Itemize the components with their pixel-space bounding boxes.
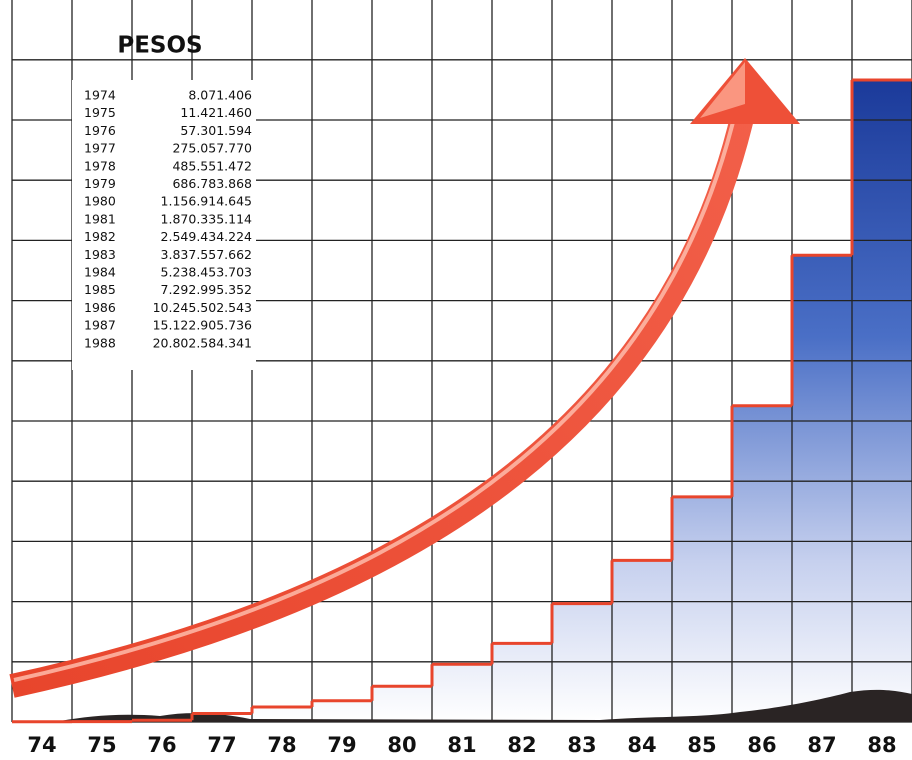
table-value: 10.245.502.543 (153, 300, 252, 315)
x-tick-label: 77 (207, 733, 236, 757)
table-year: 1988 (84, 335, 116, 350)
x-tick-label: 78 (267, 733, 296, 757)
table-year: 1985 (84, 282, 116, 297)
step-bar (672, 496, 732, 722)
table-value: 686.783.868 (172, 176, 252, 191)
step-bar (552, 603, 612, 722)
step-bar (252, 707, 312, 722)
table-year: 1984 (84, 265, 116, 280)
x-axis: 74 75 76 77 78 79 80 81 82 83 84 85 86 87 88 (27, 733, 896, 757)
x-tick-label: 79 (327, 733, 356, 757)
arrow-highlight (13, 117, 736, 682)
x-tick-label: 88 (867, 733, 896, 757)
table-value: 15.122.905.736 (153, 318, 252, 333)
step-bar (432, 664, 492, 722)
table-year: 1981 (84, 211, 116, 226)
x-tick-label: 80 (387, 733, 416, 757)
table-year: 1975 (84, 105, 116, 120)
table-value: 20.802.584.341 (153, 335, 252, 350)
table-value: 1.156.914.645 (161, 194, 252, 209)
x-tick-label: 74 (27, 733, 56, 757)
table-year: 1982 (84, 229, 116, 244)
step-bar (372, 686, 432, 722)
x-tick-label: 87 (807, 733, 836, 757)
table-year: 1974 (84, 88, 116, 103)
x-tick-label: 85 (687, 733, 716, 757)
table-value: 1.870.335.114 (161, 211, 252, 226)
step-outline (12, 78, 912, 724)
x-tick-label: 86 (747, 733, 776, 757)
table-value: 5.238.453.703 (161, 265, 252, 280)
step-bar (612, 560, 672, 722)
table-value: 3.837.557.662 (161, 247, 252, 262)
table-year: 1976 (84, 123, 116, 138)
table-year: 1986 (84, 300, 116, 315)
table-year: 1979 (84, 176, 116, 191)
table-value: 11.421.460 (180, 105, 252, 120)
step-bar (792, 255, 852, 722)
table-background (72, 80, 256, 370)
step-bar (312, 700, 372, 722)
arrow-head-highlight (700, 62, 745, 118)
steps (12, 80, 912, 722)
table-year: 1983 (84, 247, 116, 262)
table-value: 7.292.995.352 (161, 282, 252, 297)
table-value: 2.549.434.224 (161, 229, 252, 244)
table-title: PESOS (117, 33, 202, 59)
table-value: 485.551.472 (172, 158, 252, 173)
step-bar (852, 80, 912, 722)
x-tick-label: 83 (567, 733, 596, 757)
value-table: 1974 8.071.406 1975 11.421.460 1976 57.301.59… (84, 88, 252, 351)
table-year: 1977 (84, 141, 116, 156)
table-year: 1978 (84, 158, 116, 173)
x-tick-label: 82 (507, 733, 536, 757)
x-tick-label: 76 (147, 733, 176, 757)
step-bar (492, 643, 552, 722)
table-value: 275.057.770 (172, 141, 252, 156)
x-tick-label: 75 (87, 733, 116, 757)
step-bar (732, 405, 792, 722)
x-tick-label: 81 (447, 733, 476, 757)
table-value: 8.071.406 (188, 88, 252, 103)
table-year: 1987 (84, 318, 116, 333)
landscape (12, 689, 912, 722)
x-tick-label: 84 (627, 733, 656, 757)
arrow-body (9, 115, 754, 698)
table-year: 1980 (84, 194, 116, 209)
table-value: 57.301.594 (180, 123, 252, 138)
